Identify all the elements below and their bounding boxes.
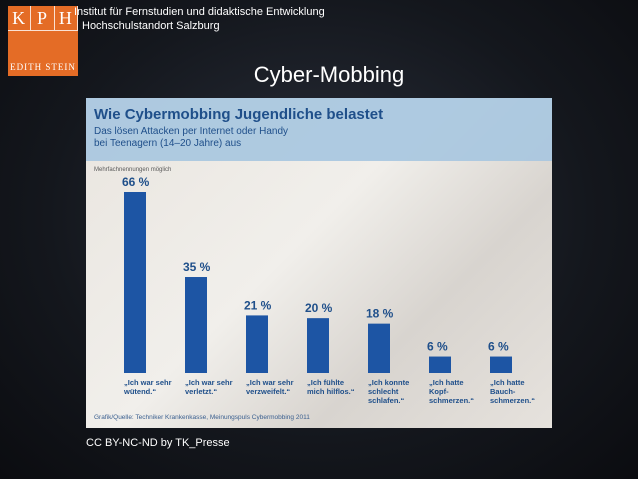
category-label: Bauch- xyxy=(490,387,516,396)
category-label: wütend.“ xyxy=(123,387,156,396)
category-label: „Ich hatte xyxy=(490,378,525,387)
slide-title: Cyber-Mobbing xyxy=(253,62,405,87)
category-label: schmerzen.“ xyxy=(429,396,474,405)
logo-subtitle: EDITH STEIN xyxy=(10,62,76,72)
bar-value-label: 20 % xyxy=(305,301,333,315)
bar-value-label: 21 % xyxy=(244,298,272,312)
category-label: schlecht xyxy=(368,387,399,396)
bar xyxy=(429,356,451,373)
logo-letter-p: P xyxy=(31,6,55,31)
chart-source: Grafik/Quelle: Techniker Krankenkasse, M… xyxy=(94,414,310,421)
category-label: verzweifelt.“ xyxy=(246,387,290,396)
category-label: „Ich hatte xyxy=(429,378,464,387)
bar-value-label: 66 % xyxy=(122,175,150,189)
category-label: „Ich war sehr xyxy=(185,378,233,387)
kph-logo: K P H EDITH STEIN xyxy=(8,6,78,76)
chart-subtitle-line2: bei Teenagern (14–20 Jahre) aus xyxy=(94,138,242,149)
institute-location: Hochschulstandort Salzburg xyxy=(82,20,220,32)
bar xyxy=(124,192,146,373)
chart-note: Mehrfachnennungen möglich xyxy=(94,167,172,173)
category-label: schlafen.“ xyxy=(368,396,405,405)
category-label: mich hilflos.“ xyxy=(307,387,355,396)
bar-value-label: 6 % xyxy=(488,340,509,354)
image-credit: CC BY-NC-ND by TK_Presse xyxy=(86,437,230,449)
bar xyxy=(307,318,329,373)
bar xyxy=(246,315,268,373)
bar xyxy=(185,277,207,373)
bar-value-label: 35 % xyxy=(183,260,211,274)
institute-name: Institut für Fernstudien und didaktische… xyxy=(74,6,325,18)
bar xyxy=(490,356,512,373)
chart-header-band xyxy=(86,98,552,161)
category-label: schmerzen.“ xyxy=(490,396,535,405)
logo-letter-h: H xyxy=(54,6,78,31)
category-label: „Ich konnte xyxy=(368,378,409,387)
category-label: „Ich fühlte xyxy=(307,378,344,387)
bar-value-label: 18 % xyxy=(366,307,394,321)
category-label: „Ich war sehr xyxy=(246,378,294,387)
category-label: verletzt.“ xyxy=(185,387,217,396)
bar xyxy=(368,323,390,373)
category-label: Kopf- xyxy=(429,387,449,396)
chart-title: Wie Cybermobbing Jugendliche belastet xyxy=(94,106,384,123)
chart-subtitle-line1: Das lösen Attacken per Internet oder Han… xyxy=(94,126,289,137)
category-label: „Ich war sehr xyxy=(124,378,172,387)
bar-value-label: 6 % xyxy=(427,340,448,354)
logo-letter-grid: K P H xyxy=(8,6,78,56)
chart-figure: Wie Cybermobbing Jugendliche belastet Da… xyxy=(86,98,552,428)
logo-letter-k: K xyxy=(8,6,32,31)
